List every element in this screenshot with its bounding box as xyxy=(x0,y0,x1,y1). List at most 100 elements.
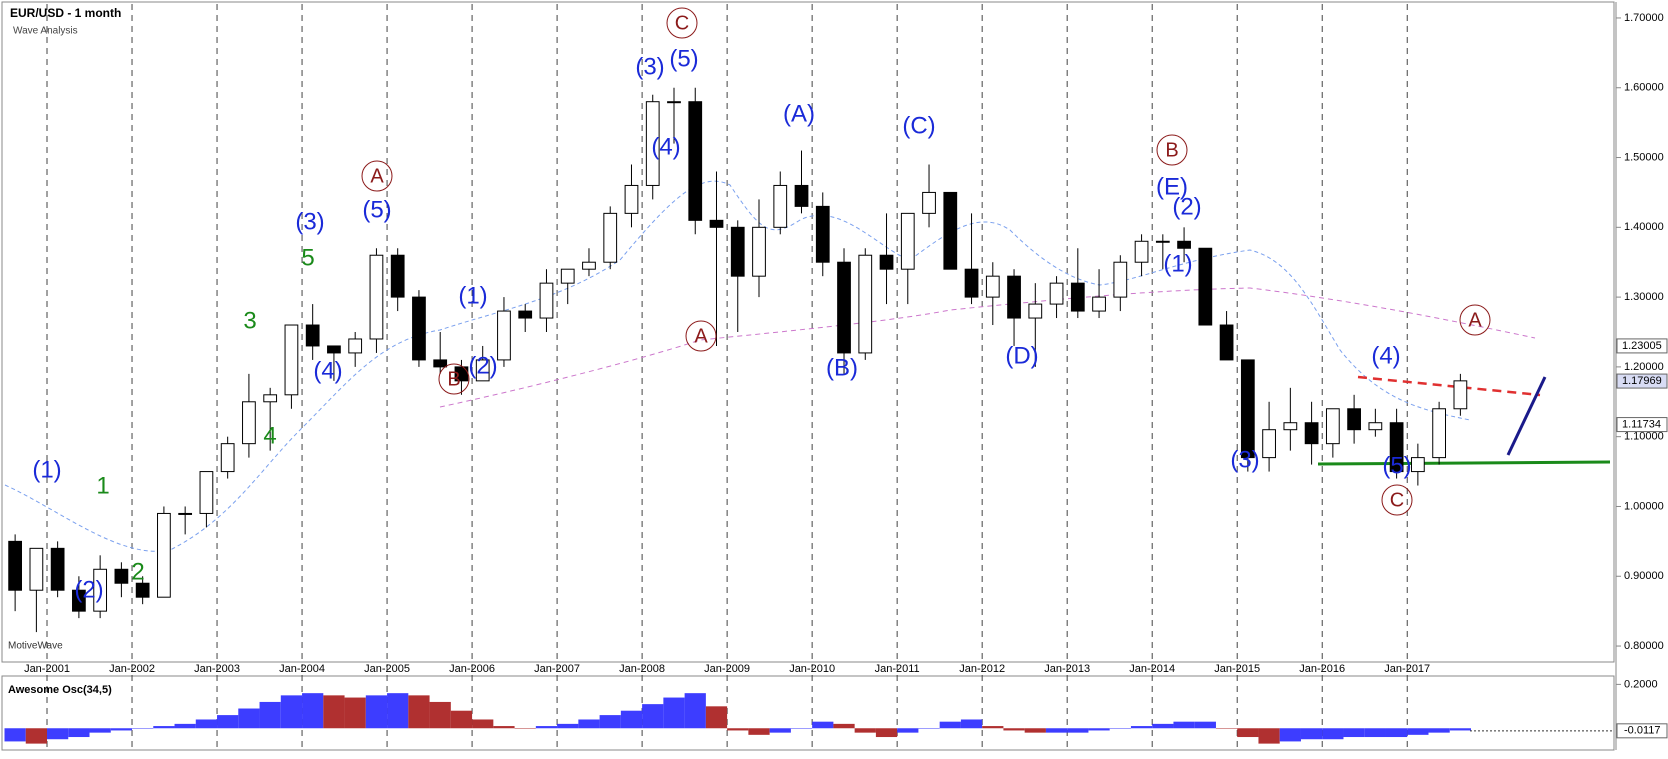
wave-label: 5 xyxy=(301,244,314,271)
candle-body xyxy=(815,205,830,263)
wave-label: (5) xyxy=(362,196,391,223)
y-tick-label: 0.80000 xyxy=(1624,640,1664,652)
x-tick-label: Jan-2007 xyxy=(534,663,580,675)
osc-bar xyxy=(1428,728,1450,733)
y-tick-label: 1.40000 xyxy=(1624,221,1664,233)
candle-body xyxy=(178,512,193,515)
osc-bar xyxy=(493,726,515,729)
candle-body xyxy=(879,254,894,270)
x-tick-label: Jan-2008 xyxy=(619,663,665,675)
x-tick-label: Jan-2017 xyxy=(1384,663,1430,675)
osc-bar xyxy=(387,693,409,729)
candle-body xyxy=(199,471,214,514)
osc-bar xyxy=(620,710,643,729)
candle-body xyxy=(985,275,1000,298)
candle-body xyxy=(1262,429,1276,459)
osc-bar xyxy=(195,719,218,729)
wave-label: (4) xyxy=(651,133,680,160)
osc-bar xyxy=(663,697,685,729)
candle-body xyxy=(1092,296,1106,312)
osc-bar xyxy=(812,721,834,729)
chart-title: EUR/USD - 1 month xyxy=(10,6,121,20)
osc-bar xyxy=(1130,726,1153,729)
x-tick-label: Jan-2012 xyxy=(959,663,1005,675)
candle-body xyxy=(220,443,235,473)
osc-bar xyxy=(1024,728,1046,733)
osc-bar xyxy=(833,723,855,729)
x-tick-label: Jan-2015 xyxy=(1214,663,1260,675)
trend-line xyxy=(1506,376,1547,456)
candle-body xyxy=(645,101,660,186)
osc-bar xyxy=(1449,728,1471,731)
candle-body xyxy=(369,254,384,340)
x-tick-label: Jan-2006 xyxy=(449,663,495,675)
candle-body xyxy=(1368,422,1383,431)
wave-label: (5) xyxy=(1382,452,1411,479)
osc-bar xyxy=(557,723,579,729)
osc-bar xyxy=(1258,728,1280,744)
price-marker xyxy=(1616,417,1668,433)
candle-body xyxy=(603,212,618,263)
candle-body xyxy=(114,568,129,584)
candle-body xyxy=(135,582,150,598)
osc-bar xyxy=(1067,728,1089,733)
candle-body xyxy=(1240,359,1255,459)
candle-body xyxy=(518,310,533,319)
wave-label: (D) xyxy=(1005,342,1038,369)
wave-label: B xyxy=(447,368,460,390)
candle-body xyxy=(72,589,86,612)
osc-bar xyxy=(429,701,451,729)
osc-bar xyxy=(323,695,345,729)
osc-bar xyxy=(217,715,239,729)
wave-label: 2 xyxy=(131,558,144,585)
candle-body xyxy=(497,310,511,361)
grid xyxy=(46,4,1408,750)
candle-body xyxy=(8,540,23,591)
osc-bar xyxy=(1364,728,1386,738)
candle-body xyxy=(1432,408,1446,459)
wave-circle xyxy=(361,160,393,192)
y-tick-label: 1.50000 xyxy=(1624,151,1664,163)
osc-bar xyxy=(1385,728,1408,738)
candle-body xyxy=(390,254,405,298)
wave-label: (2) xyxy=(74,576,103,603)
osc-tick-label: 0.2000 xyxy=(1624,678,1658,690)
support-line xyxy=(1317,460,1611,466)
candle-body xyxy=(1134,240,1149,263)
osc-marker xyxy=(1616,723,1668,739)
x-tick-label: Jan-2010 xyxy=(789,663,835,675)
candle-body xyxy=(1389,422,1404,473)
osc-bar xyxy=(578,719,600,729)
candle-body xyxy=(1198,247,1213,326)
candle-body xyxy=(1070,282,1085,312)
resistance-line xyxy=(1357,375,1541,397)
wave-label: 1 xyxy=(96,472,109,499)
wave-circle xyxy=(685,320,717,352)
price-marker-label: 1.11734 xyxy=(1622,418,1661,430)
candle-body xyxy=(922,191,936,214)
candle-body xyxy=(1177,240,1191,249)
candle-body xyxy=(157,512,171,598)
candle-body xyxy=(1304,422,1319,445)
candle-body xyxy=(1219,324,1234,361)
osc-bar xyxy=(472,719,494,729)
x-tick-label: Jan-2013 xyxy=(1044,663,1090,675)
candle-body xyxy=(242,401,256,445)
candle-body xyxy=(348,338,363,354)
wave-label: (3) xyxy=(635,53,664,80)
osc-bar xyxy=(238,708,260,729)
wave-circle xyxy=(1156,134,1188,166)
osc-bar xyxy=(280,695,303,729)
price-panel-border xyxy=(1,1,1615,663)
candle-body xyxy=(667,101,681,104)
y-tick-label: 1.00000 xyxy=(1624,500,1664,512)
candle-body xyxy=(284,324,299,396)
osc-bar xyxy=(1109,728,1131,729)
osc-panel-border xyxy=(1,675,1615,751)
candle-body xyxy=(1155,240,1170,243)
osc-bar xyxy=(1237,728,1259,738)
osc-bar xyxy=(1003,728,1025,731)
candle-body xyxy=(752,226,766,277)
